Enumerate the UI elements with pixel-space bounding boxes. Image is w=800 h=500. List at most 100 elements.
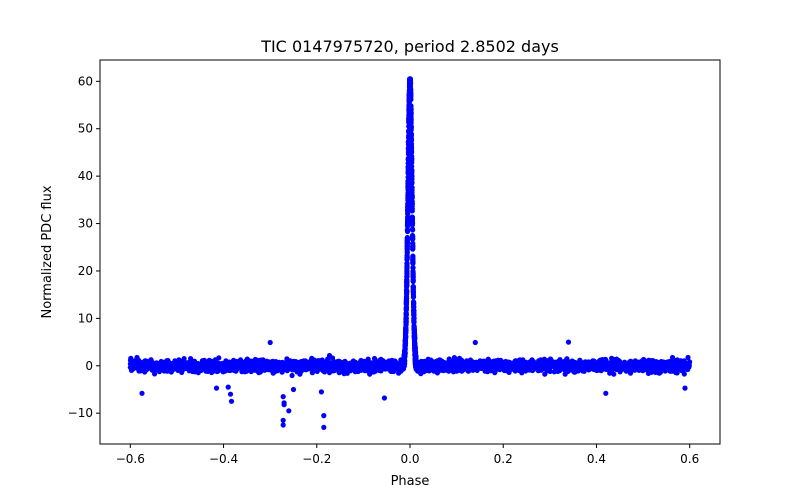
data-point bbox=[685, 354, 691, 361]
data-point bbox=[361, 366, 367, 372]
data-point bbox=[512, 366, 518, 372]
data-point bbox=[403, 298, 410, 304]
data-point bbox=[630, 363, 636, 370]
data-point bbox=[408, 111, 414, 117]
data-point bbox=[529, 366, 535, 372]
data-point bbox=[191, 362, 197, 368]
data-point bbox=[406, 88, 412, 94]
data-point bbox=[359, 361, 365, 367]
data-point bbox=[251, 360, 257, 366]
data-point bbox=[336, 358, 342, 364]
y-tick-label: −10 bbox=[68, 406, 93, 420]
data-point bbox=[514, 362, 520, 368]
data-point bbox=[409, 179, 415, 185]
data-point bbox=[201, 357, 207, 363]
data-point bbox=[601, 360, 607, 366]
data-point bbox=[392, 359, 399, 365]
data-point bbox=[381, 395, 387, 401]
data-point bbox=[276, 359, 282, 365]
data-point bbox=[314, 366, 320, 372]
data-point bbox=[281, 402, 287, 408]
y-tick-label: 0 bbox=[85, 359, 93, 373]
data-point bbox=[484, 363, 490, 369]
data-point bbox=[611, 371, 617, 377]
data-point bbox=[292, 366, 298, 372]
y-tick-label: 40 bbox=[78, 169, 93, 183]
data-point bbox=[442, 361, 448, 367]
data-point bbox=[645, 359, 651, 365]
data-point bbox=[280, 394, 286, 400]
y-tick-label: 60 bbox=[78, 74, 93, 88]
data-point bbox=[152, 362, 158, 368]
data-point bbox=[409, 173, 415, 179]
data-point bbox=[404, 273, 410, 279]
data-point bbox=[679, 360, 685, 367]
y-tick-label: 20 bbox=[78, 264, 93, 278]
data-point bbox=[410, 227, 416, 233]
data-point bbox=[326, 370, 333, 376]
data-point bbox=[328, 362, 334, 368]
data-point bbox=[410, 289, 416, 296]
data-point bbox=[240, 362, 246, 368]
data-point bbox=[412, 335, 418, 341]
data-point bbox=[640, 362, 646, 368]
data-point bbox=[673, 364, 679, 370]
data-point bbox=[562, 371, 568, 377]
data-point bbox=[196, 363, 202, 369]
data-point bbox=[377, 367, 383, 374]
data-point bbox=[410, 275, 416, 281]
data-point bbox=[405, 192, 411, 198]
data-point bbox=[477, 362, 484, 368]
data-point bbox=[545, 362, 552, 368]
data-point bbox=[410, 256, 416, 262]
data-point bbox=[268, 361, 274, 367]
data-point bbox=[234, 366, 240, 372]
data-point bbox=[547, 356, 554, 362]
data-point bbox=[412, 346, 418, 352]
data-point bbox=[467, 364, 473, 370]
data-point bbox=[225, 384, 231, 390]
data-point bbox=[682, 385, 688, 391]
data-point bbox=[406, 96, 412, 102]
data-point bbox=[143, 363, 149, 369]
data-point bbox=[410, 236, 416, 242]
data-point bbox=[169, 361, 175, 367]
x-tick-label: 0.6 bbox=[680, 452, 699, 466]
data-point bbox=[321, 413, 327, 419]
data-point bbox=[188, 356, 194, 362]
data-point bbox=[336, 364, 342, 370]
data-point bbox=[255, 368, 261, 374]
data-point bbox=[405, 180, 411, 186]
data-point bbox=[623, 364, 629, 370]
data-point bbox=[228, 398, 235, 404]
data-point bbox=[403, 305, 409, 311]
data-point bbox=[409, 192, 415, 198]
data-point bbox=[137, 364, 144, 370]
data-point bbox=[667, 358, 673, 365]
data-point bbox=[208, 358, 214, 364]
data-point bbox=[227, 391, 234, 397]
data-point bbox=[405, 211, 411, 217]
data-point bbox=[401, 357, 407, 363]
data-point bbox=[564, 366, 570, 372]
data-point bbox=[635, 359, 641, 366]
data-point bbox=[474, 367, 480, 373]
data-point bbox=[520, 357, 526, 363]
data-point bbox=[204, 365, 210, 371]
data-point bbox=[253, 364, 259, 370]
data-point bbox=[405, 220, 411, 226]
data-point bbox=[437, 367, 443, 373]
x-tick-label: 0.2 bbox=[494, 452, 513, 466]
data-point bbox=[382, 362, 388, 368]
data-point bbox=[537, 363, 543, 369]
data-point bbox=[403, 310, 409, 316]
data-point bbox=[603, 366, 609, 372]
data-point bbox=[213, 385, 220, 391]
data-point bbox=[224, 364, 230, 370]
x-tick-label: −0.6 bbox=[116, 452, 145, 466]
x-tick-label: 0.4 bbox=[587, 452, 606, 466]
data-point bbox=[176, 357, 182, 363]
data-point bbox=[177, 366, 183, 372]
data-point bbox=[419, 359, 425, 365]
data-point bbox=[370, 362, 377, 368]
